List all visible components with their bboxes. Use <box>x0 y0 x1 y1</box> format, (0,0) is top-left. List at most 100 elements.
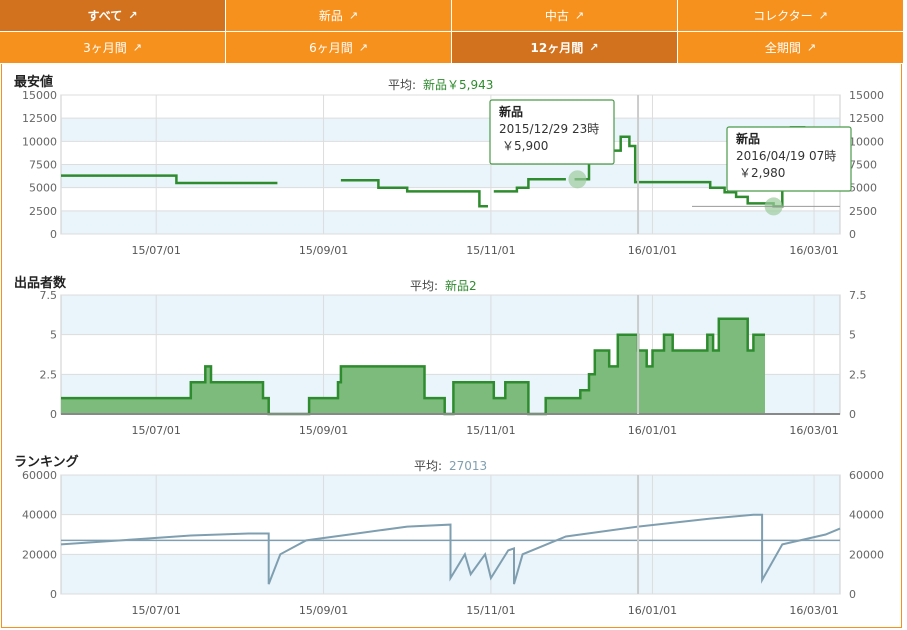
trend-up-icon: ↗ <box>128 9 138 22</box>
y-tick-label: 60000 <box>22 469 57 482</box>
x-tick-label: 16/03/01 <box>789 424 838 437</box>
x-tick-label: 15/07/01 <box>132 244 181 257</box>
tooltip-1: 新品 2015/12/29 23時 ￥5,900 <box>489 99 615 165</box>
x-tick-label: 15/09/01 <box>299 604 348 617</box>
tab-label: 6ヶ月間 <box>309 41 353 55</box>
x-tick-label: 16/01/01 <box>628 244 677 257</box>
chart-2: 0 0 2.5 2.5 5 5 7.5 7.5 15/07/01 15/09/01 15/11/01… <box>14 275 867 437</box>
trend-up-icon: ↗ <box>348 9 359 22</box>
tooltip-price: ￥5,900 <box>502 139 548 153</box>
y-tick-label-right: 0 <box>849 408 856 421</box>
y-tick-label-right: 10000 <box>849 135 884 148</box>
tab-period-0[interactable]: 3ヶ月間 ↗ <box>0 32 226 63</box>
chart-panel: 0 0 2500 2500 5000 5000 7500 7500 10000 10000 1250… <box>1 64 902 628</box>
chart-title: ランキング <box>14 454 79 470</box>
tab-label: 中古 <box>544 9 569 23</box>
y-tick-label: 0 <box>50 228 57 241</box>
y-tick-label: 7500 <box>29 159 57 172</box>
tooltip-2: 新品 2016/04/19 07時 ￥2,980 <box>726 126 852 192</box>
tab-label: コレクター <box>753 9 813 23</box>
tab-label: 全期間 <box>764 41 801 55</box>
band <box>61 475 840 515</box>
x-tick-label: 15/07/01 <box>132 424 181 437</box>
x-tick-label: 15/11/01 <box>466 424 515 437</box>
y-tick-label-right: 5 <box>849 329 856 342</box>
x-tick-label: 15/09/01 <box>299 424 348 437</box>
chart-title: 最安値 <box>14 74 53 90</box>
y-tick-label: 7.5 <box>40 289 58 302</box>
y-tick-label-right: 40000 <box>849 509 884 522</box>
y-tick-label: 0 <box>50 408 57 421</box>
trend-up-icon: ↗ <box>589 41 599 54</box>
x-tick-label: 15/07/01 <box>132 604 181 617</box>
x-tick-label: 16/03/01 <box>789 244 838 257</box>
tab-label: すべて <box>87 9 123 23</box>
y-tick-label: 2.5 <box>40 368 58 381</box>
x-tick-label: 15/11/01 <box>466 244 515 257</box>
y-tick-label-right: 7.5 <box>849 289 867 302</box>
trend-up-icon: ↗ <box>574 9 585 22</box>
trend-up-icon: ↗ <box>358 41 368 54</box>
y-tick-label: 5 <box>50 329 57 342</box>
tab-label: 12ヶ月間 <box>530 41 584 55</box>
average-value: 27013 <box>449 459 487 473</box>
y-tick-label-right: 7500 <box>849 159 877 172</box>
y-tick-label: 0 <box>50 588 57 601</box>
band <box>61 210 840 234</box>
tab-period-2[interactable]: 12ヶ月間 ↗ <box>452 32 678 63</box>
y-tick-label-right: 60000 <box>849 469 884 482</box>
y-tick-label: 20000 <box>22 548 57 561</box>
tab-label: 3ヶ月間 <box>83 41 127 55</box>
filter-tabs: すべて ↗ 新品 ↗ 中古 ↗ コレクター ↗ 3ヶ月間 ↗ 6ヶ月間 ↗ 12ヶ月間 ↗ 全期間 ↗ <box>0 0 903 64</box>
average-label: 平均: <box>410 279 438 293</box>
y-tick-label-right: 20000 <box>849 548 884 561</box>
y-tick-label-right: 0 <box>849 228 856 241</box>
average-value: 新品2 <box>445 278 477 293</box>
y-tick-label: 2500 <box>29 205 57 218</box>
y-tick-label-right: 0 <box>849 588 856 601</box>
tab-condition-0[interactable]: すべて ↗ <box>0 0 226 31</box>
tooltip-title: 新品 <box>736 131 760 146</box>
y-tick-label: 15000 <box>22 89 57 102</box>
tab-period-3[interactable]: 全期間 ↗ <box>678 32 903 63</box>
tab-condition-2[interactable]: 中古 ↗ <box>452 0 678 31</box>
tooltip-date: 2016/04/19 07時 <box>736 149 836 163</box>
tab-label: 新品 <box>318 9 343 23</box>
tab-condition-1[interactable]: 新品 ↗ <box>226 0 452 31</box>
y-tick-label-right: 15000 <box>849 89 884 102</box>
y-tick-label: 12500 <box>22 112 57 125</box>
average-value: 新品￥5,943 <box>423 77 493 92</box>
tooltip-box <box>489 99 615 165</box>
x-tick-label: 15/11/01 <box>466 604 515 617</box>
tab-condition-3[interactable]: コレクター ↗ <box>678 0 903 31</box>
x-tick-label: 15/09/01 <box>299 244 348 257</box>
series-line <box>61 174 278 185</box>
y-tick-label: 10000 <box>22 135 57 148</box>
trend-up-icon: ↗ <box>806 41 817 54</box>
chart-title: 出品者数 <box>14 275 67 291</box>
condition-tab-row: すべて ↗ 新品 ↗ 中古 ↗ コレクター ↗ <box>0 0 903 32</box>
chart-1: 0 0 2500 2500 5000 5000 7500 7500 10000 10000 1250… <box>14 74 884 257</box>
x-tick-label: 16/01/01 <box>628 424 677 437</box>
y-tick-label-right: 12500 <box>849 112 884 125</box>
x-tick-label: 16/03/01 <box>789 604 838 617</box>
tooltip-title: 新品 <box>499 104 523 119</box>
series-line <box>340 179 488 208</box>
chart-3: 0 0 20000 20000 40000 40000 60000 60000 15/07/01… <box>14 454 884 617</box>
band <box>61 295 840 335</box>
trend-up-icon: ↗ <box>132 41 142 54</box>
x-tick-label: 16/01/01 <box>628 604 677 617</box>
average-label: 平均: <box>414 459 442 473</box>
y-tick-label-right: 2500 <box>849 205 877 218</box>
tab-period-1[interactable]: 6ヶ月間 ↗ <box>226 32 452 63</box>
series-line <box>493 178 566 193</box>
y-tick-label-right: 5000 <box>849 182 877 195</box>
series-line <box>60 513 841 585</box>
y-tick-label-right: 2.5 <box>849 368 867 381</box>
highlight-point <box>568 170 587 189</box>
y-tick-label: 40000 <box>22 509 57 522</box>
band <box>61 118 840 142</box>
average-label: 平均: <box>388 78 416 92</box>
period-tab-row: 3ヶ月間 ↗ 6ヶ月間 ↗ 12ヶ月間 ↗ 全期間 ↗ <box>0 32 903 64</box>
